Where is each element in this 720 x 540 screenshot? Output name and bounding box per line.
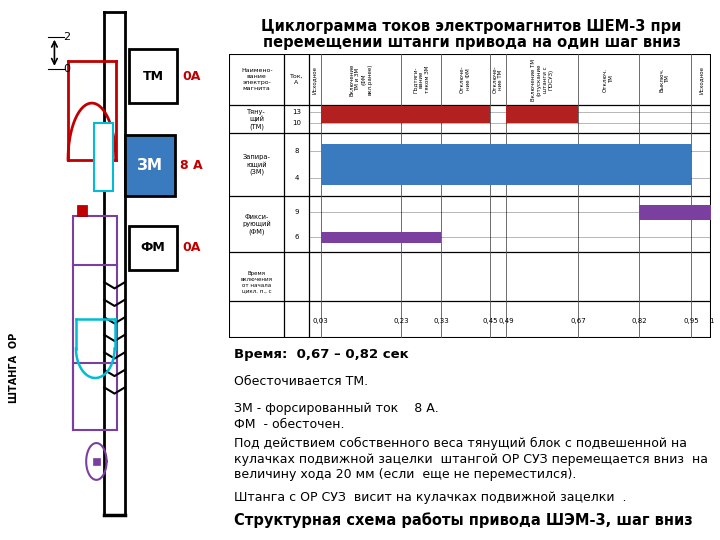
Text: ШТАНГА  ОР: ШТАНГА ОР xyxy=(9,333,19,403)
Text: 0А: 0А xyxy=(183,241,201,254)
Text: Включение
ТМ и ЗМ
(ФМ
вкл.ранее): Включение ТМ и ЗМ (ФМ вкл.ранее) xyxy=(350,63,372,96)
Bar xyxy=(506,106,578,124)
Bar xyxy=(130,226,177,270)
Text: 0,45: 0,45 xyxy=(482,318,498,324)
Text: Время:  0,67 – 0,82 сек: Время: 0,67 – 0,82 сек xyxy=(234,348,409,361)
Text: Обесточивается ТМ.: Обесточивается ТМ. xyxy=(234,375,368,388)
Text: Выключ.
ТМ: Выключ. ТМ xyxy=(660,68,670,92)
Bar xyxy=(130,49,177,103)
Text: Подтяги-
вание
тяком ЗМ: Подтяги- вание тяком ЗМ xyxy=(413,66,430,93)
Text: величину хода 20 мм (если  еще не переместился).: величину хода 20 мм (если еще не перемес… xyxy=(234,468,577,481)
Text: Время
включения
от начала
цикл. п., с: Время включения от начала цикл. п., с xyxy=(240,271,273,293)
Text: 8 А: 8 А xyxy=(180,159,203,172)
Text: 0: 0 xyxy=(63,64,71,74)
Text: 0,49: 0,49 xyxy=(498,318,514,324)
Text: 0,67: 0,67 xyxy=(570,318,586,324)
Text: ТМ: ТМ xyxy=(143,70,163,83)
Text: ФМ: ФМ xyxy=(140,241,166,254)
Bar xyxy=(320,144,691,185)
Text: Отключ.
ТМ: Отключ. ТМ xyxy=(603,68,614,91)
Text: 4: 4 xyxy=(294,176,299,181)
Text: Ток,
А: Ток, А xyxy=(289,74,303,85)
Bar xyxy=(77,205,87,216)
Text: ЗМ - форсированный ток    8 А.: ЗМ - форсированный ток 8 А. xyxy=(234,402,438,415)
Text: Исходное: Исходное xyxy=(699,65,703,93)
Text: Исходное: Исходное xyxy=(312,65,317,93)
Bar xyxy=(320,232,441,243)
Bar xyxy=(320,106,490,124)
Text: перемещении штанги привода на один шаг вниз: перемещении штанги привода на один шаг в… xyxy=(263,35,680,50)
Text: Отключе-
ние ФМ: Отключе- ние ФМ xyxy=(460,66,471,93)
Bar xyxy=(125,135,175,197)
Text: Включение ТМ
(отускание
штанги с
ПОСУЗ): Включение ТМ (отускание штанги с ПОСУЗ) xyxy=(531,58,554,100)
Text: 0,03: 0,03 xyxy=(312,318,328,324)
Text: ЗМ: ЗМ xyxy=(137,158,163,173)
Bar xyxy=(73,216,117,265)
Text: 2: 2 xyxy=(63,32,71,42)
Text: 0А: 0А xyxy=(183,70,201,83)
Text: кулачках подвижной зацелки  штангой ОР СУЗ перемещается вниз  на: кулачках подвижной зацелки штангой ОР СУ… xyxy=(234,453,708,465)
Text: 9: 9 xyxy=(294,208,299,214)
Text: Циклограмма токов электромагнитов ШЕМ-3 при: Циклограмма токов электромагнитов ШЕМ-3 … xyxy=(261,19,682,34)
Text: Фикси-
рующий
(ФМ): Фикси- рующий (ФМ) xyxy=(243,213,271,235)
Text: 8: 8 xyxy=(294,148,299,154)
Text: 13: 13 xyxy=(292,109,301,115)
Text: 0,23: 0,23 xyxy=(393,318,409,324)
Bar xyxy=(73,363,117,429)
Text: 10: 10 xyxy=(292,120,301,126)
Text: Под действием собственного веса тянущий блок с подвешенной на: Под действием собственного веса тянущий … xyxy=(234,437,687,450)
Text: 0,95: 0,95 xyxy=(683,318,699,324)
Bar xyxy=(94,123,114,192)
Text: Штанга с ОР СУЗ  висит на кулачках подвижной зацелки  .: Штанга с ОР СУЗ висит на кулачках подвиж… xyxy=(234,491,626,504)
Text: Запира-
ющий
(ЗМ): Запира- ющий (ЗМ) xyxy=(243,154,271,175)
Text: 1: 1 xyxy=(709,318,714,324)
Text: 0,33: 0,33 xyxy=(433,318,449,324)
Bar xyxy=(93,458,100,465)
Text: Тяну-
щий
(ТМ): Тяну- щий (ТМ) xyxy=(248,109,266,130)
Text: Наимено-
вание
электро-
магнита: Наимено- вание электро- магнита xyxy=(241,69,272,91)
Text: ФМ  - обесточен.: ФМ - обесточен. xyxy=(234,418,344,431)
Text: Отключе-
ние ТМ: Отключе- ние ТМ xyxy=(492,66,503,93)
Text: 0,82: 0,82 xyxy=(631,318,647,324)
Bar xyxy=(320,168,401,185)
Bar xyxy=(639,205,711,220)
Text: Структурная схема работы привода ШЭМ-3, шаг вниз: Структурная схема работы привода ШЭМ-3, … xyxy=(234,512,693,528)
Text: 6: 6 xyxy=(294,234,299,240)
